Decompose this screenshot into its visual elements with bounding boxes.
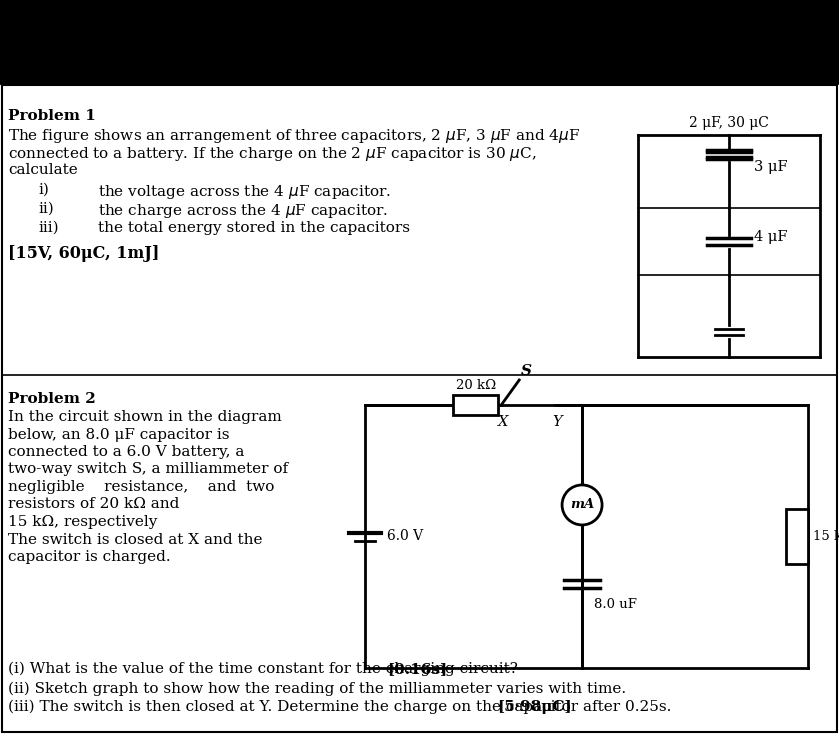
Text: (i) What is the value of the time constant for the charging circuit?: (i) What is the value of the time consta… (8, 661, 523, 676)
Text: calculate: calculate (8, 163, 78, 177)
Text: the voltage across the 4 $\mu$F capacitor.: the voltage across the 4 $\mu$F capacito… (98, 183, 391, 201)
Text: X: X (498, 415, 508, 429)
Bar (0, 85, 839, 734)
Text: Y: Y (553, 415, 562, 429)
Text: [15V, 60μC, 1mJ]: [15V, 60μC, 1mJ] (8, 245, 159, 262)
Text: S: S (521, 364, 532, 378)
Bar (2, 85, 837, 732)
Text: The figure shows an arrangement of three capacitors, 2 $\mu$F, 3 $\mu$F and 4$\m: The figure shows an arrangement of three… (8, 127, 580, 145)
Text: 20 kΩ: 20 kΩ (456, 379, 496, 392)
Text: In the circuit shown in the diagram: In the circuit shown in the diagram (8, 410, 282, 424)
Text: i): i) (38, 183, 49, 197)
Text: 15 kΩ, respectively: 15 kΩ, respectively (8, 515, 158, 529)
Text: iii): iii) (38, 221, 59, 235)
Text: Problem 2: Problem 2 (8, 392, 96, 406)
Text: below, an 8.0 μF capacitor is: below, an 8.0 μF capacitor is (8, 427, 230, 441)
Bar (786, 509, 808, 564)
Text: 4 μF: 4 μF (754, 230, 788, 244)
Text: the charge across the 4 $\mu$F capacitor.: the charge across the 4 $\mu$F capacitor… (98, 202, 388, 220)
Text: the total energy stored in the capacitors: the total energy stored in the capacitor… (98, 221, 410, 235)
Text: resistors of 20 kΩ and: resistors of 20 kΩ and (8, 498, 180, 512)
Text: [0.16s]: [0.16s] (388, 662, 448, 676)
Text: 3 μF: 3 μF (754, 159, 788, 174)
Text: two-way switch S, a milliammeter of: two-way switch S, a milliammeter of (8, 462, 288, 476)
Text: 6.0 V: 6.0 V (387, 529, 423, 543)
Text: [5·98μC]: [5·98μC] (498, 700, 572, 714)
Text: negligible    resistance,    and  two: negligible resistance, and two (8, 480, 274, 494)
Text: The switch is closed at X and the: The switch is closed at X and the (8, 532, 263, 547)
Text: connected to a 6.0 V battery, a: connected to a 6.0 V battery, a (8, 445, 244, 459)
Text: (ii) Sketch graph to show how the reading of the milliammeter varies with time.: (ii) Sketch graph to show how the readin… (8, 682, 626, 697)
Circle shape (562, 485, 602, 525)
Text: 15 kΩ: 15 kΩ (813, 530, 839, 543)
Text: connected to a battery. If the charge on the 2 $\mu$F capacitor is 30 $\mu$C,: connected to a battery. If the charge on… (8, 145, 536, 163)
Text: ii): ii) (38, 202, 54, 216)
Text: Problem 1: Problem 1 (8, 109, 96, 123)
Text: 8.0 uF: 8.0 uF (594, 597, 637, 611)
Text: 2 μF, 30 μC: 2 μF, 30 μC (689, 116, 769, 130)
Text: capacitor is charged.: capacitor is charged. (8, 550, 170, 564)
Text: (iii) The switch is then closed at Y. Determine the charge on the capacitor afte: (iii) The switch is then closed at Y. De… (8, 700, 676, 714)
Text: mA: mA (570, 498, 594, 512)
Bar (453, 395, 498, 415)
